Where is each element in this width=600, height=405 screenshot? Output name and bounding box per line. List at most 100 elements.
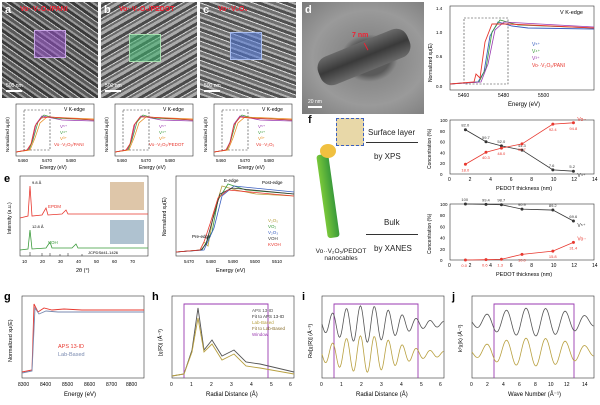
g-legend-0: APS 13-ID — [58, 344, 84, 350]
e2-legend-4: KVOH — [268, 242, 281, 247]
f-top-frame — [449, 119, 595, 175]
e-xtick-6: 70 — [130, 259, 136, 264]
h-xtick-3: 3 — [230, 382, 233, 388]
f-top-line-0 — [465, 129, 574, 172]
e2-legend-2: V₂O₃ — [268, 230, 278, 235]
nanocable-inset — [336, 118, 364, 146]
i-xtick-6: 6 — [439, 382, 442, 388]
f-top-point-0-1 — [484, 140, 488, 144]
h-xtick-1: 1 — [190, 382, 193, 388]
xanes-chart-e2: Pre-edge E-edge Post-edge V₂O₅ VO₂ V₂O₃ … — [162, 175, 295, 274]
f-bot-xtick-7: 14 — [592, 263, 598, 269]
j-chart: j 0 2 4 6 8 10 12 14 Wave Number (Å⁻¹) k… — [451, 291, 595, 398]
f-top-xtick-3: 6 — [510, 177, 513, 183]
f-bot-ytick-0: 0 — [440, 258, 443, 263]
i-xlabel: Radial Distance (Å) — [356, 391, 408, 398]
j-xtick-1: 2 — [486, 382, 489, 388]
legend-b-1: V⁴⁺ — [159, 130, 167, 135]
e-xtick-4: 50 — [94, 259, 100, 264]
f-top-ytick-5: 100 — [440, 118, 448, 123]
g-xtick-1: 8400 — [40, 382, 51, 388]
e-ylabel: Intensity (a.u.) — [7, 202, 13, 234]
legend-a-1: V⁴⁺ — [60, 130, 68, 135]
g-xlabel: Energy (eV) — [64, 392, 96, 398]
f-surface: Surface layer — [368, 128, 416, 137]
f-bottom-chart: 0 2 4 6 8 10 12 14 0 20 40 60 80 100 PEDOT thickness (… — [427, 198, 598, 278]
f-top-point-0-5 — [571, 169, 575, 173]
f-bot-point-0-1 — [484, 202, 488, 206]
panel-c: c Vo··V₂O₅ 500 nm — [200, 2, 296, 100]
f-bot-series-name-0: V⁵⁺ — [577, 223, 585, 229]
e-xtick-5: 60 — [112, 259, 118, 264]
f-top-label-1-3: 55.7 — [518, 147, 527, 152]
legend-a-2: V³⁺ — [60, 136, 68, 141]
j-xtick-5: 10 — [548, 382, 554, 388]
h-ylabel: |χ(R)| (Å⁻³) — [157, 329, 164, 356]
sem-title-b: Vo··V₂O₅/PEDOT — [119, 6, 175, 13]
f-top-ytick-0: 0 — [440, 172, 443, 177]
i-xtick-2: 2 — [360, 382, 363, 388]
f-bot-frame — [449, 203, 595, 261]
f-top-label-0-1: 59.7 — [482, 135, 491, 140]
panel-label-i: i — [302, 291, 305, 303]
arrow-surface — [366, 142, 418, 143]
g-legend-1: Lab-Based — [58, 352, 85, 358]
f-bot-xtick-2: 4 — [489, 263, 492, 269]
e-xlabel: 2θ (°) — [76, 268, 90, 274]
f-bot-label-0-0: 100 — [461, 198, 468, 202]
h-legend-4: Window — [252, 332, 269, 337]
g-xtick-3: 8600 — [84, 382, 95, 388]
f-bot-xtick-5: 10 — [551, 263, 557, 269]
d-xtick-1: 5480 — [498, 93, 509, 99]
tick-a-2: 5480 — [66, 158, 77, 163]
f-top-label-1-5: 94.8 — [569, 126, 578, 131]
h-legend-0: APS 13-ID — [252, 308, 274, 313]
e-ref: JCPDS#41-1426 — [88, 250, 119, 255]
tick-b-0: 5460 — [117, 158, 128, 163]
e2-ylabel: Normalized xμ(E) — [162, 197, 168, 236]
j-ylabel: k²χ(k) (Å⁻²) — [457, 324, 464, 352]
f-bot-point-0-5 — [571, 219, 575, 223]
f-top-ytick-2: 40 — [440, 150, 446, 155]
e2-ann-e: E-edge — [224, 178, 239, 183]
f-bot-label-1-2: 1.3 — [497, 262, 503, 267]
f-bot-ylabel: Concentration (%) — [427, 213, 433, 254]
xanes-edge-a: V K-edge — [64, 107, 85, 113]
e-ann-top: 9.8 Å — [32, 180, 42, 185]
f-top-point-1-2 — [499, 146, 503, 150]
xrd-chart-e: e EPDM VOH 9.8 Å 12.8 Å JCPDS#41-1426 10… — [4, 173, 149, 274]
f-bulk: Bulk — [384, 218, 400, 227]
xanes-chart-c: V K-edge V⁵⁺ V⁴⁺ V³⁺ Vo··V₂O₅ 5460 5470 … — [203, 103, 293, 171]
legend-c-0: V⁵⁺ — [258, 124, 266, 129]
f-bot-ytick-1: 20 — [440, 247, 446, 252]
xlabel-b: Energy (eV) — [139, 165, 166, 171]
f-bot-label-0-2: 98.7 — [497, 198, 506, 203]
e-xtick-2: 30 — [58, 259, 64, 264]
f-bot-point-0-4 — [551, 208, 555, 212]
f-top-point-0-3 — [520, 148, 524, 152]
panel-label-j: j — [451, 291, 455, 303]
f-bot-xtick-1: 2 — [469, 263, 472, 269]
sem-title-c: Vo··V₂O₅ — [218, 6, 248, 13]
f-bot-point-0-2 — [499, 203, 503, 207]
f-bot-point-1-3 — [520, 252, 524, 256]
scalebar-a — [6, 90, 22, 92]
f-top-series-name-0: V⁴⁺ — [577, 173, 585, 179]
f-top-point-1-4 — [551, 122, 555, 126]
e2-xtick-0: 5470 — [184, 259, 195, 264]
e2-legend-0: V₂O₅ — [268, 218, 278, 223]
legend-a-0: V⁵⁺ — [60, 124, 68, 129]
f-top-ytick-4: 80 — [440, 129, 446, 134]
e2-ann-pre: Pre-edge — [192, 234, 211, 239]
legend-c-3: Vo··V₂O₅ — [256, 142, 275, 147]
j-xtick-3: 6 — [518, 382, 521, 388]
d-ytick-7: 1.4 — [436, 6, 443, 11]
f-bot-ytick-5: 100 — [440, 202, 448, 207]
f-by-xps: by XPS — [374, 152, 401, 161]
f-top-chart: 0 2 4 6 8 10 12 14 0 20 40 60 80 100 PEDOT thickness (… — [427, 117, 598, 192]
f-bot-xtick-4: 8 — [530, 263, 533, 269]
f-top-point-1-5 — [571, 121, 575, 125]
scalebar-b — [105, 90, 121, 92]
g-chart: g APS 13-ID Lab-Based 8300 8400 8500 860… — [4, 291, 145, 398]
xanes-chart-d: V K-edge V⁵⁺ V⁴⁺ V³⁺ Vo··V₂O₅/PANI 1.4 1… — [428, 5, 595, 108]
